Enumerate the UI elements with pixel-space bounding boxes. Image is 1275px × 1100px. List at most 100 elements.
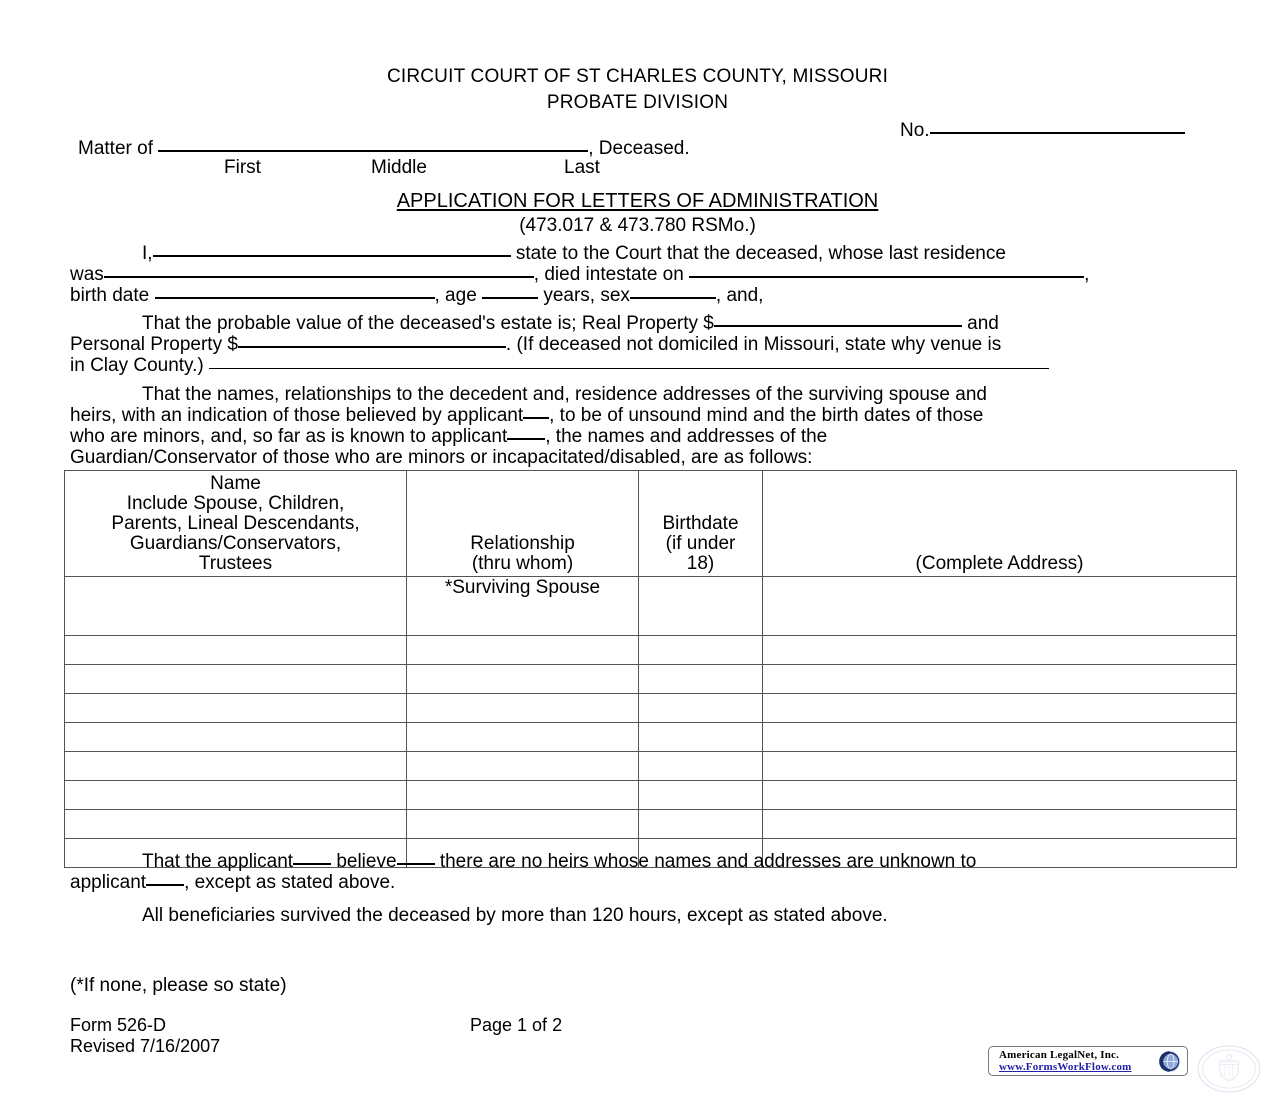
table-body: *Surviving Spouse <box>64 576 1237 868</box>
cell-address[interactable] <box>762 693 1237 723</box>
cell-name[interactable] <box>64 664 407 694</box>
cell-name[interactable] <box>64 635 407 665</box>
cell-relationship[interactable] <box>406 664 639 694</box>
i-label: I, <box>142 243 153 264</box>
applicant-believe-label-a: That the applicant <box>142 851 294 872</box>
cell-relationship[interactable] <box>406 780 639 810</box>
venue-instruction: . (If deceased not domiciled in Missouri… <box>505 334 1002 355</box>
years-sex-label: years, sex <box>538 285 630 306</box>
applicant-believe-label-c: there are no heirs whose names and addre… <box>434 851 977 872</box>
cell-address[interactable] <box>762 664 1237 694</box>
beneficiaries-survival-text: All beneficiaries survived the deceased … <box>142 905 888 926</box>
table-row <box>64 838 1237 868</box>
decedent-name-input[interactable] <box>158 150 589 152</box>
legalnet-company-name: American LegalNet, Inc. <box>999 1049 1120 1061</box>
date-of-death-input[interactable] <box>689 276 1085 278</box>
cell-address[interactable] <box>762 780 1237 810</box>
document-title-block: APPLICATION FOR LETTERS OF ADMINISTRATIO… <box>0 190 1275 237</box>
header-relationship-line-2: (thru whom) <box>471 553 574 574</box>
cell-birthdate[interactable] <box>638 809 763 839</box>
applicant-blank-2[interactable] <box>507 438 546 440</box>
paragraph-estate-value: That the probable value of the deceased'… <box>70 313 1205 376</box>
table-row <box>64 664 1237 694</box>
sex-input[interactable] <box>629 297 716 299</box>
header-birthdate-line-3: 18) <box>686 553 715 574</box>
column-header-name: Name Include Spouse, Children, Parents, … <box>64 470 407 577</box>
cell-birthdate[interactable] <box>638 576 763 636</box>
header-name-line-3: Parents, Lineal Descendants, <box>111 513 360 534</box>
cell-address[interactable] <box>762 576 1237 636</box>
cell-name[interactable] <box>64 722 407 752</box>
legalnet-badge[interactable]: American LegalNet, Inc. www.FormsWorkFlo… <box>988 1046 1188 1076</box>
case-number-input[interactable] <box>929 132 1185 134</box>
cell-relationship[interactable] <box>406 635 639 665</box>
cell-address[interactable] <box>762 838 1237 868</box>
age-label: , age <box>434 285 483 306</box>
heirs-intro-line4: Guardian/Conservator of those who are mi… <box>70 447 813 468</box>
cell-name[interactable] <box>64 838 407 868</box>
cell-relationship[interactable] <box>406 809 639 839</box>
cell-address[interactable] <box>762 751 1237 781</box>
cell-name[interactable] <box>64 751 407 781</box>
applicant-blank-4[interactable] <box>146 884 185 886</box>
paragraph-no-unknown-heirs: That the applicant believe there are no … <box>70 851 1205 893</box>
footnote-if-none: (*If none, please so state) <box>70 975 287 996</box>
cell-birthdate[interactable] <box>638 838 763 868</box>
cell-birthdate[interactable] <box>638 693 763 723</box>
applicant-name-input[interactable] <box>152 255 511 257</box>
table-row <box>64 722 1237 752</box>
heirs-intro-line2b: , to be of unsound mind and the birth da… <box>549 405 984 426</box>
real-property-input[interactable] <box>713 325 962 327</box>
globe-icon <box>1159 1050 1181 1073</box>
table-row: *Surviving Spouse <box>64 576 1237 636</box>
cell-relationship[interactable] <box>406 751 639 781</box>
cell-relationship[interactable]: *Surviving Spouse <box>406 576 639 636</box>
cell-birthdate[interactable] <box>638 722 763 752</box>
last-residence-input[interactable] <box>103 276 534 278</box>
applicant-blank-1[interactable] <box>523 417 550 419</box>
cell-name[interactable] <box>64 576 407 636</box>
was-label: was <box>70 264 104 285</box>
legalnet-url[interactable]: www.FormsWorkFlow.com <box>999 1061 1132 1073</box>
cell-birthdate[interactable] <box>638 780 763 810</box>
died-trailing-comma: , <box>1084 264 1090 285</box>
clay-county-label: in Clay County.) <box>70 355 210 376</box>
personal-property-input[interactable] <box>237 346 506 348</box>
page-number: Page 1 of 2 <box>470 1015 563 1035</box>
case-number-label: No. <box>900 120 930 141</box>
table-header-row: Name Include Spouse, Children, Parents, … <box>64 470 1237 577</box>
cell-address[interactable] <box>762 809 1237 839</box>
age-input[interactable] <box>482 297 539 299</box>
cell-name[interactable] <box>64 693 407 723</box>
personal-property-label: Personal Property $ <box>70 334 238 355</box>
paragraph-declaration: I, state to the Court that the deceased,… <box>70 243 1205 306</box>
cell-relationship[interactable] <box>406 693 639 723</box>
applicant-except-label-a: applicant <box>70 872 147 893</box>
believe-blank[interactable] <box>396 863 435 865</box>
birthdate-input[interactable] <box>154 297 435 299</box>
matter-of-label: Matter of <box>78 138 159 159</box>
cell-birthdate[interactable] <box>638 635 763 665</box>
column-header-birthdate: Birthdate (if under 18) <box>638 470 763 577</box>
cell-birthdate[interactable] <box>638 664 763 694</box>
column-header-address: (Complete Address) <box>762 470 1237 577</box>
applicant-blank-3[interactable] <box>293 863 332 865</box>
column-header-relationship: Relationship (thru whom) <box>406 470 639 577</box>
cell-name[interactable] <box>64 809 407 839</box>
cell-address[interactable] <box>762 635 1237 665</box>
label-first: First <box>224 157 261 178</box>
heirs-table: Name Include Spouse, Children, Parents, … <box>64 470 1237 868</box>
cell-address[interactable] <box>762 722 1237 752</box>
birthdate-label: birth date <box>70 285 155 306</box>
heirs-intro-line3b: , the names and addresses of the <box>545 426 828 447</box>
cell-relationship[interactable] <box>406 722 639 752</box>
table-row <box>64 635 1237 665</box>
and-label: and <box>961 313 999 334</box>
deceased-suffix: , Deceased. <box>588 138 690 159</box>
applicant-believe-label-b: believe <box>331 851 397 872</box>
venue-reason-input[interactable] <box>209 368 1050 369</box>
cell-birthdate[interactable] <box>638 751 763 781</box>
label-last: Last <box>564 157 600 178</box>
cell-name[interactable] <box>64 780 407 810</box>
header-name-line-1: Name <box>210 473 261 494</box>
